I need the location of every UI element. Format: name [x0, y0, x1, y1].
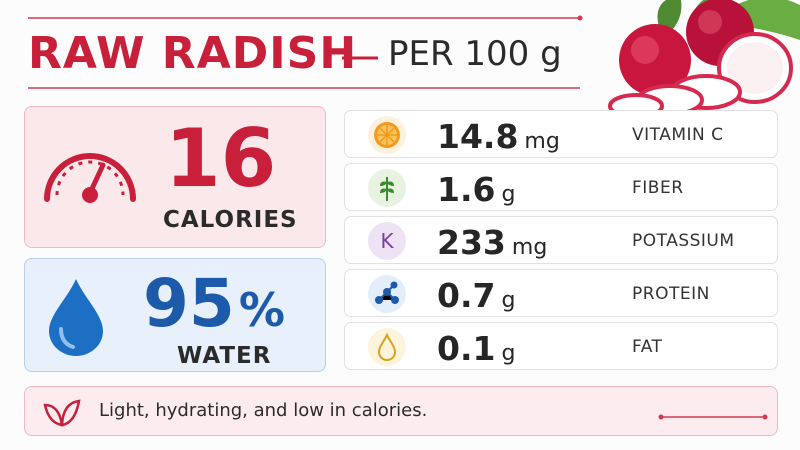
amount: 233 mg	[437, 223, 547, 262]
amount: 1.6 g	[437, 170, 515, 209]
water-label: WATER	[177, 343, 272, 369]
gauge-icon	[44, 153, 136, 203]
amount-value: 233	[437, 223, 506, 262]
potassium-icon: K	[368, 222, 406, 260]
calories-card: 16 CALORIES	[24, 106, 326, 248]
subtitle: PER 100 g	[388, 34, 562, 74]
nutrient-row: 0.7 g PROTEIN	[344, 269, 778, 317]
footer-rule	[658, 414, 768, 420]
nutrient-row: 0.1 g FAT	[344, 322, 778, 370]
nutrient-name: PROTEIN	[632, 284, 710, 304]
amount-value: 14.8	[437, 117, 519, 156]
amount: 0.7 g	[437, 276, 515, 315]
nutrient-row: 14.8 mg VITAMIN C	[344, 110, 778, 158]
nutrient-name: FIBER	[632, 178, 684, 198]
oil-drop-icon	[368, 328, 406, 366]
amount-value: 1.6	[437, 170, 496, 209]
amount-unit: g	[501, 341, 516, 366]
nutrient-name: VITAMIN C	[632, 125, 724, 145]
rule-dot	[577, 15, 583, 21]
water-value: 95	[143, 265, 235, 342]
drop-icon	[49, 279, 103, 356]
amount-value: 0.1	[437, 329, 496, 368]
calories-label: CALORIES	[163, 207, 298, 233]
amount-unit: mg	[511, 235, 548, 260]
amount-unit: g	[501, 288, 516, 313]
calories-value: 16	[165, 112, 277, 205]
orange-icon	[368, 116, 406, 154]
leaf-icon	[43, 399, 81, 427]
amount-value: 0.7	[437, 276, 496, 315]
water-card: 95% WATER	[24, 258, 326, 372]
nutrient-name: POTASSIUM	[632, 231, 735, 251]
amount-unit: mg	[524, 129, 560, 154]
amount: 14.8 mg	[437, 117, 560, 156]
title: RAW RADISH	[28, 28, 358, 79]
nutrient-row: K 233 mg POTASSIUM	[344, 216, 778, 264]
water-figure: 95%	[143, 271, 285, 337]
nutrient-name: FAT	[632, 337, 663, 357]
amount: 0.1 g	[437, 329, 515, 368]
water-unit: %	[238, 283, 285, 337]
wheat-icon	[368, 169, 406, 207]
molecule-icon	[368, 275, 406, 313]
icon-text: K	[380, 229, 394, 253]
radish-illustration	[608, 0, 800, 119]
footer-card: Light, hydrating, and low in calories.	[24, 386, 778, 436]
footer-text: Light, hydrating, and low in calories.	[99, 400, 428, 421]
nutrient-row: 1.6 g FIBER	[344, 163, 778, 211]
amount-unit: g	[501, 182, 516, 207]
